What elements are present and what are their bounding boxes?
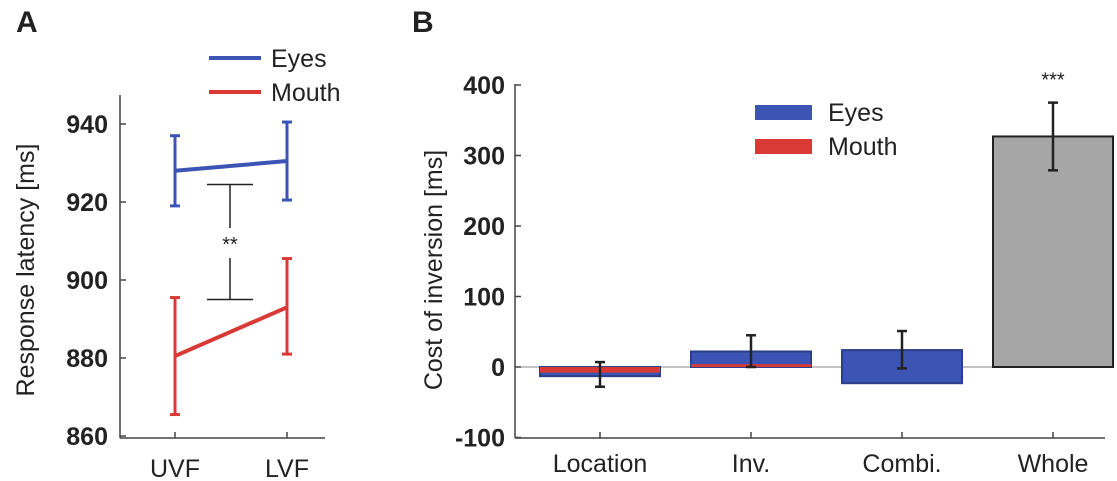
panel-a-y-tick-label: 940 bbox=[66, 111, 108, 139]
panel-b-y-tick-label: 200 bbox=[463, 213, 505, 241]
panel-a-chart: Response latency [ms] 860 880 900 920 940 UVF… bbox=[12, 45, 340, 481]
panel-b-legend-swatch-mouth bbox=[755, 139, 812, 154]
panel-b-significance-label: *** bbox=[1041, 70, 1065, 92]
panel-a-x-tick-label: UVF bbox=[150, 455, 200, 481]
panel-b-x-tick-label: Whole bbox=[1018, 450, 1089, 478]
panel-a-legend-label: Eyes bbox=[271, 45, 327, 73]
panel-b-bar-whole bbox=[992, 135, 1114, 368]
panel-a-marks: ** bbox=[170, 120, 292, 417]
panel-b-x-tick-label: Location bbox=[553, 450, 648, 478]
panel-b-y-tick-label: 300 bbox=[463, 143, 505, 171]
panel-b-y-tick-label: -100 bbox=[455, 425, 505, 453]
panel-b-y-axis-label: Cost of inversion [ms] bbox=[420, 150, 448, 390]
panel-b-label: B bbox=[412, 6, 434, 39]
panel-b-legend-label: Mouth bbox=[828, 133, 897, 161]
panel-b-legend: Eyes Mouth bbox=[755, 99, 897, 161]
panel-b-marks: *** bbox=[539, 70, 1114, 388]
panel-a-y-tick-label: 880 bbox=[66, 345, 108, 373]
panel-b-x-tick-label: Inv. bbox=[732, 450, 770, 478]
panel-a-axes: 860 880 900 920 940 UVF LVF bbox=[66, 95, 325, 481]
panel-b-x-tick-label: Combi. bbox=[862, 450, 941, 478]
panel-b-y-tick-label: 100 bbox=[463, 284, 505, 312]
panel-a-legend-label: Mouth bbox=[271, 79, 340, 107]
panel-a-legend: Eyes Mouth bbox=[209, 45, 340, 107]
panel-a-significance-label: ** bbox=[222, 234, 238, 256]
panel-a-series-line-eyes bbox=[174, 159, 288, 173]
panel-a-series-line-mouth bbox=[174, 305, 288, 358]
panel-b-chart: Cost of inversion [ms] -100 0 100 200 300 400… bbox=[420, 70, 1114, 478]
panel-a-y-tick-label: 900 bbox=[66, 267, 108, 295]
panel-b-y-tick-label: 0 bbox=[491, 354, 505, 382]
panel-a-y-axis-label: Response latency [ms] bbox=[12, 144, 40, 397]
panel-b-y-tick-label: 400 bbox=[463, 72, 505, 100]
panel-b-legend-label: Eyes bbox=[828, 99, 884, 127]
panel-a-y-tick-label: 920 bbox=[66, 189, 108, 217]
panel-b-legend-swatch-eyes bbox=[755, 105, 812, 120]
panel-a-y-tick-label: 860 bbox=[66, 423, 108, 451]
panel-a-x-tick-label: LVF bbox=[265, 455, 309, 481]
panel-a-label: A bbox=[16, 6, 38, 39]
